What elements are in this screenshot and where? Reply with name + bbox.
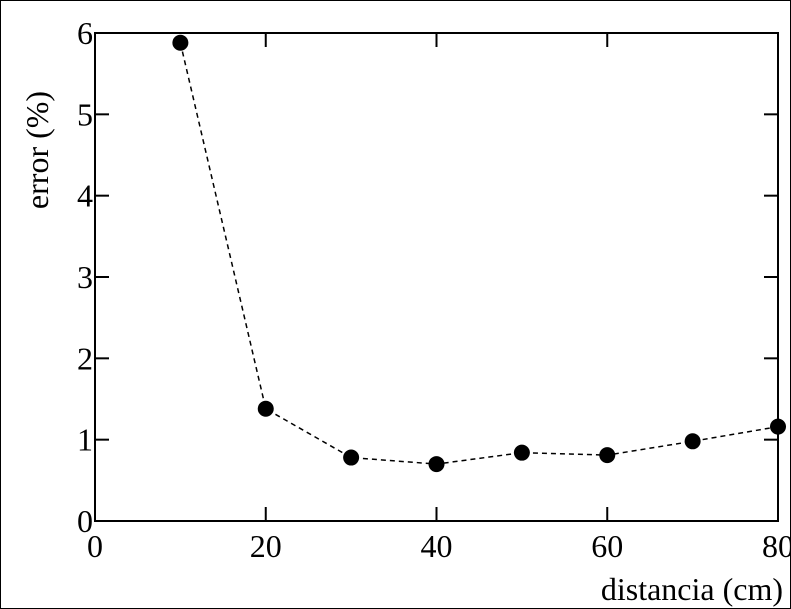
data-point bbox=[684, 433, 701, 450]
x-axis-label: distancia (cm) bbox=[601, 571, 783, 607]
y-axis-label: error (%) bbox=[19, 91, 55, 209]
y-tick-label: 0 bbox=[77, 503, 93, 539]
y-tick-label: 4 bbox=[77, 178, 93, 214]
data-point bbox=[172, 34, 189, 51]
data-point bbox=[770, 418, 786, 435]
data-point bbox=[599, 447, 616, 464]
x-tick-label: 80 bbox=[762, 528, 791, 564]
data-point bbox=[257, 400, 274, 417]
x-tick-label: 0 bbox=[87, 528, 103, 564]
y-tick-label: 2 bbox=[77, 340, 93, 376]
y-tick-label: 5 bbox=[77, 96, 93, 132]
x-tick-label: 20 bbox=[250, 528, 282, 564]
data-line bbox=[179, 42, 779, 465]
plot-frame bbox=[94, 32, 779, 522]
data-point bbox=[428, 456, 445, 473]
x-tick-label: 60 bbox=[591, 528, 623, 564]
y-tick-label: 3 bbox=[77, 259, 93, 295]
y-tick-label: 6 bbox=[77, 15, 93, 51]
data-point bbox=[513, 444, 530, 461]
data-point bbox=[343, 449, 360, 466]
x-tick-label: 40 bbox=[421, 528, 453, 564]
y-tick-label: 1 bbox=[77, 422, 93, 458]
